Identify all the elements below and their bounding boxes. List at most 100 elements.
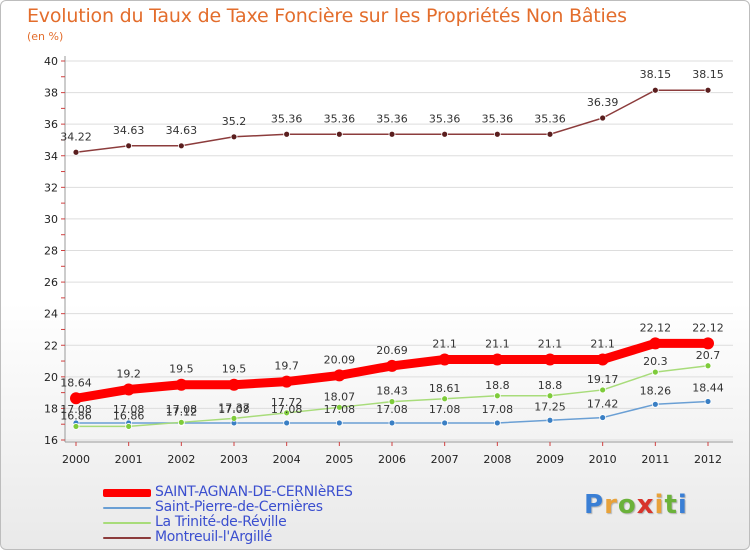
data-label: 17.08 xyxy=(271,403,303,416)
y-tick-label: 20 xyxy=(44,371,58,384)
data-label: 17.08 xyxy=(166,403,198,416)
data-point xyxy=(280,375,293,388)
data-point xyxy=(72,148,80,156)
data-label: 18.64 xyxy=(60,376,92,389)
data-point xyxy=(704,86,712,94)
data-label: 19.5 xyxy=(222,363,247,376)
legend-label: La Trinité-de-Réville xyxy=(155,514,287,530)
data-label: 20.09 xyxy=(324,353,356,366)
data-label: 21.1 xyxy=(590,337,615,350)
data-point xyxy=(388,130,396,138)
legend-swatch xyxy=(103,522,151,524)
x-tick-label: 2004 xyxy=(273,453,301,466)
proxiti-logo: Proxiti xyxy=(584,490,688,520)
x-tick-label: 2010 xyxy=(589,453,617,466)
legend-item: Saint-Pierre-de-Cernières xyxy=(103,500,423,515)
data-label: 35.36 xyxy=(534,112,566,125)
y-tick-label: 36 xyxy=(44,118,58,131)
data-point xyxy=(441,419,449,427)
data-label: 17.08 xyxy=(113,403,145,416)
data-point xyxy=(702,337,714,350)
data-label: 17.08 xyxy=(324,403,356,416)
data-point xyxy=(704,398,712,405)
data-label: 21.1 xyxy=(485,337,510,350)
y-tick-label: 22 xyxy=(44,339,58,352)
data-point xyxy=(177,418,185,426)
y-tick-label: 30 xyxy=(44,213,58,226)
data-label: 35.2 xyxy=(222,115,247,128)
y-tick-label: 38 xyxy=(44,87,58,100)
data-label: 17.37 xyxy=(218,401,250,414)
data-point xyxy=(546,130,554,138)
data-label: 16.86 xyxy=(113,409,145,422)
data-label: 38.15 xyxy=(640,68,672,81)
data-label: 35.36 xyxy=(482,112,514,125)
data-point xyxy=(388,419,396,427)
data-label: 18.43 xyxy=(376,385,408,398)
data-label: 18.8 xyxy=(538,379,563,392)
data-point xyxy=(125,423,133,430)
data-point xyxy=(441,395,449,403)
data-label: 19.7 xyxy=(274,360,299,373)
data-point xyxy=(122,383,135,396)
data-point xyxy=(70,392,82,405)
x-tick-label: 2008 xyxy=(483,453,511,466)
data-point xyxy=(335,419,343,427)
x-tick-label: 2006 xyxy=(378,453,406,466)
data-label: 20.3 xyxy=(643,355,668,368)
data-label: 35.36 xyxy=(271,112,303,125)
data-label: 19.17 xyxy=(587,373,619,386)
data-label: 34.63 xyxy=(113,124,145,137)
data-point xyxy=(386,359,398,372)
data-point xyxy=(493,419,501,427)
legend-item: La Trinité-de-Réville xyxy=(103,515,423,530)
data-point xyxy=(441,130,449,138)
y-tick-label: 34 xyxy=(44,150,58,163)
data-point xyxy=(283,419,291,427)
data-point xyxy=(125,142,133,150)
data-label: 17.08 xyxy=(60,403,92,416)
x-tick-label: 2012 xyxy=(694,453,722,466)
legend-swatch xyxy=(103,507,151,509)
data-label: 17.72 xyxy=(271,396,303,409)
x-tick-label: 2009 xyxy=(536,453,564,466)
data-point xyxy=(493,392,501,400)
x-tick-label: 2000 xyxy=(62,453,90,466)
legend-label: Saint-Pierre-de-Cernières xyxy=(155,499,323,515)
data-point xyxy=(649,337,662,350)
y-tick-label: 24 xyxy=(44,308,58,321)
y-tick-label: 26 xyxy=(44,276,58,289)
data-label: 19.5 xyxy=(169,363,194,376)
data-label: 20.7 xyxy=(696,349,721,362)
data-label: 38.15 xyxy=(692,68,724,81)
data-point xyxy=(491,353,504,366)
data-point xyxy=(544,353,556,366)
data-point xyxy=(651,86,659,94)
data-point xyxy=(704,362,712,370)
data-point xyxy=(438,353,451,366)
data-point xyxy=(177,142,185,150)
data-label: 18.8 xyxy=(485,379,510,392)
data-label: 22.12 xyxy=(640,321,672,334)
data-label: 21.1 xyxy=(538,337,563,350)
data-point xyxy=(596,353,609,366)
legend-item: Montreuil-l'Argillé xyxy=(103,530,423,545)
data-label: 34.63 xyxy=(166,124,198,137)
data-point xyxy=(651,400,659,408)
legend-swatch xyxy=(103,489,151,497)
data-label: 17.08 xyxy=(376,403,408,416)
y-tick-label: 40 xyxy=(44,55,58,68)
legend-swatch xyxy=(103,537,151,539)
data-label: 35.36 xyxy=(376,112,408,125)
data-point xyxy=(651,368,659,376)
data-label: 18.61 xyxy=(429,382,461,395)
data-point xyxy=(283,130,291,138)
legend-label: SAINT-AGNAN-DE-CERNIèRES xyxy=(155,484,353,500)
data-point xyxy=(335,403,343,411)
x-tick-label: 2007 xyxy=(431,453,459,466)
x-tick-label: 2002 xyxy=(167,453,195,466)
data-point xyxy=(599,386,607,394)
data-label: 35.36 xyxy=(324,112,356,125)
data-label: 19.2 xyxy=(116,367,141,380)
